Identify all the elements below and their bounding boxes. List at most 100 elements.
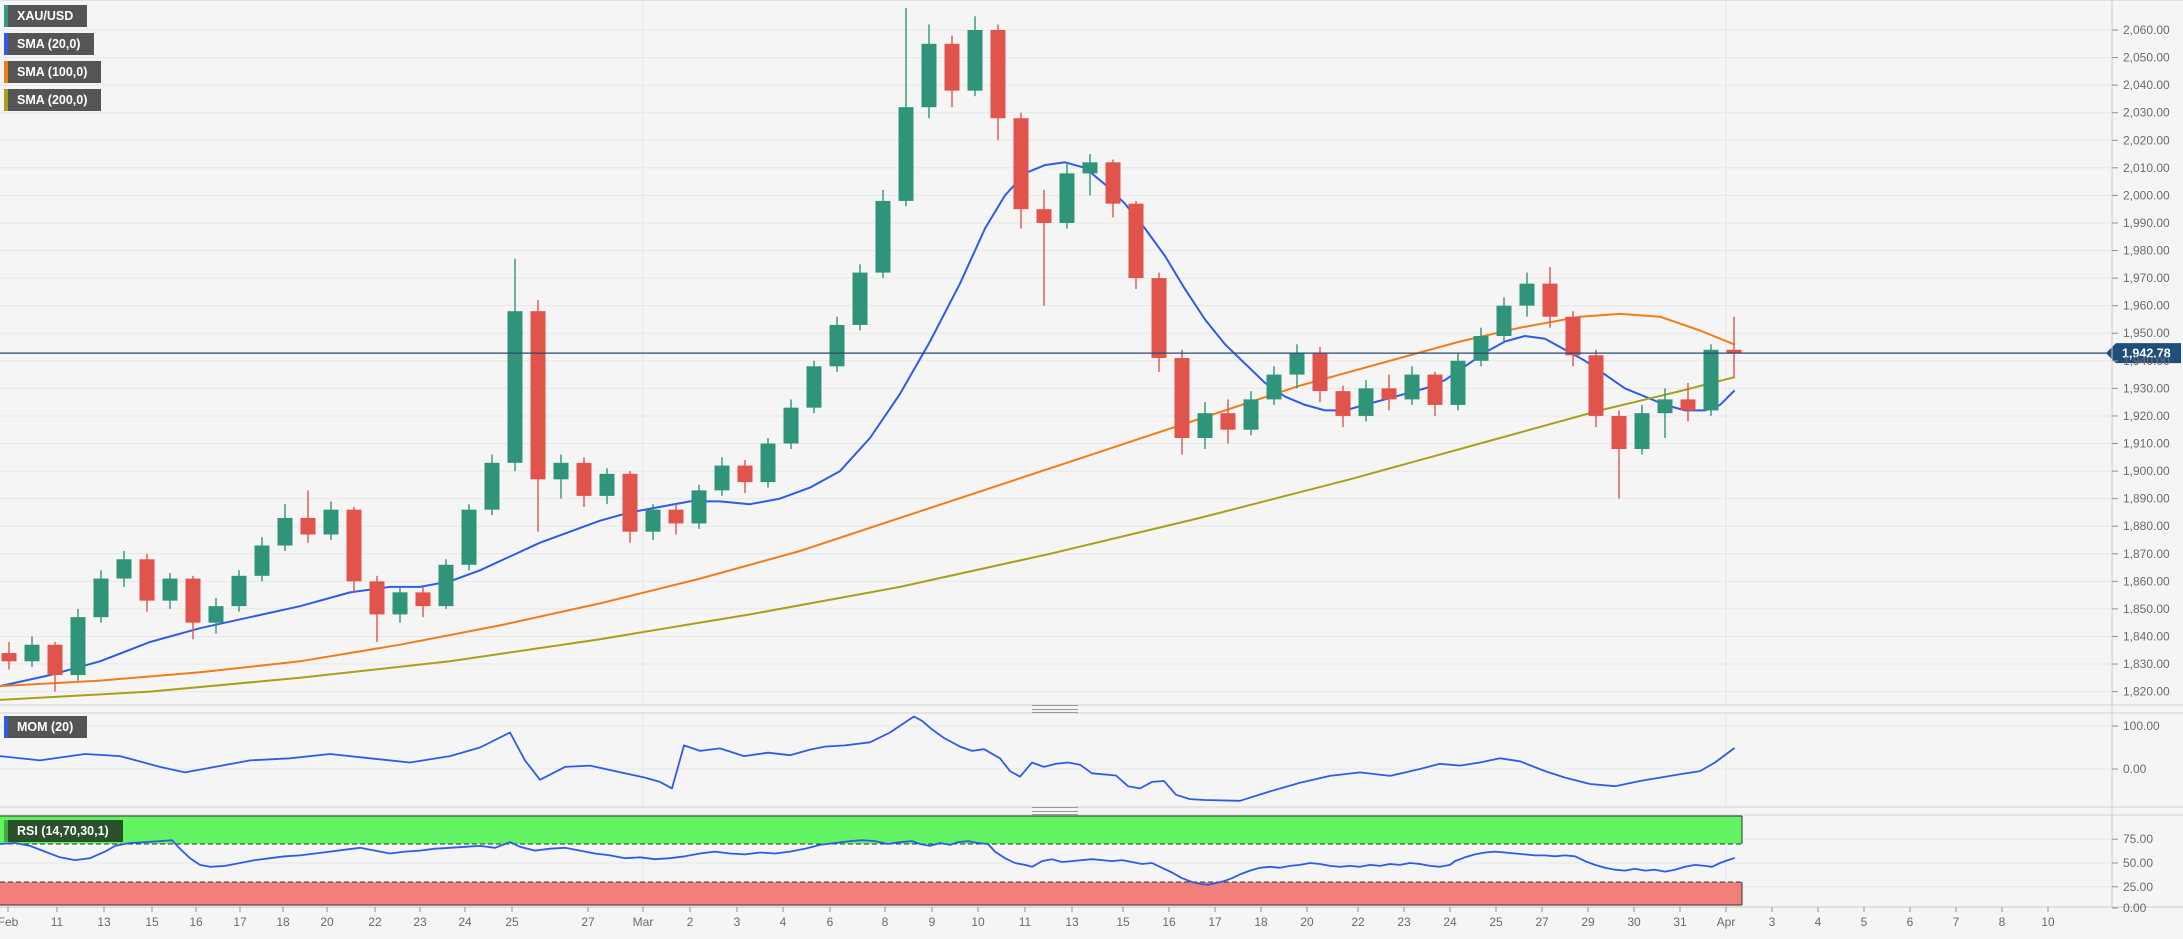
time-axis-label: Mar [633,915,654,929]
price-axis-label: 2,060.00 [2123,23,2170,37]
mom-axis-label: 0.00 [2123,762,2147,776]
candlestick-series [1,7,1742,692]
sma200-line [0,376,1735,701]
rsi-axis-label: 75.00 [2123,832,2153,846]
rsi-line [0,839,1735,886]
price-axis-label: 1,850.00 [2123,602,2170,616]
price-axis-label: 1,820.00 [2123,685,2170,699]
time-axis-label: 16 [189,915,203,929]
time-axis-label: Feb [0,915,19,929]
time-axis-label: 23 [413,915,427,929]
pane-borders [0,0,2183,908]
sma100-line [0,312,1735,688]
time-axis[interactable]: Feb 11 13 15 16 17 18 20 22 23 24 25 27 Mar 2 3 4 6 8 9 10 11… [0,907,2183,934]
price-axis-label: 2,020.00 [2123,133,2170,147]
time-axis-label: 24 [1443,915,1457,929]
price-axis-label: 1,900.00 [2123,464,2170,478]
price-axis-label: 1,910.00 [2123,437,2170,451]
price-axis-label: 1,940.00 [2123,354,2170,368]
price-axis-label: 1,950.00 [2123,326,2170,340]
price-axis-label: 1,860.00 [2123,574,2170,588]
sma200-indicator-badge[interactable]: SMA (200,0) [4,89,102,111]
price-axis-label: 1,960.00 [2123,299,2170,313]
sma100-indicator-badge[interactable]: SMA (100,0) [4,61,102,83]
time-axis-label: 5 [1861,915,1868,929]
time-axis-label: 6 [827,915,834,929]
price-axis-label: 2,030.00 [2123,106,2170,120]
time-axis-label: 7 [1953,915,1960,929]
time-axis-label: 3 [1769,915,1776,929]
time-axis-label: 6 [1907,915,1914,929]
mom-axis-label: 100.00 [2123,719,2160,733]
time-axis-label: 27 [581,915,595,929]
time-axis-label: 10 [2041,915,2055,929]
gridlines [0,0,2112,907]
time-axis-label: 15 [145,915,159,929]
time-axis-label: 31 [1673,915,1687,929]
time-axis-label: 16 [1162,915,1176,929]
last-price-value: 1,942.78 [2122,347,2171,361]
time-axis-label: 15 [1116,915,1130,929]
time-axis-label: 4 [1815,915,1822,929]
time-axis-label: 11 [51,915,64,929]
time-axis-label: 30 [1627,915,1641,929]
price-axis-label: 2,040.00 [2123,78,2170,92]
rsi-overbought-band [0,816,1742,844]
time-axis-label: 8 [882,915,889,929]
time-axis-label: 13 [1065,915,1079,929]
rsi-axis-label: 50.00 [2123,856,2153,870]
price-axis-label: 1,930.00 [2123,381,2170,395]
price-axis-label: 1,880.00 [2123,519,2170,533]
rsi-axis-label: 25.00 [2123,880,2153,894]
price-axis-label: 1,890.00 [2123,492,2170,506]
rsi-oversold-band [0,882,1742,905]
time-axis-label: 18 [276,915,290,929]
time-axis-label: 11 [1019,915,1032,929]
price-axis-label: 1,920.00 [2123,409,2170,423]
price-axis-label: 1,840.00 [2123,629,2170,643]
time-axis-label: 20 [1300,915,1314,929]
price-axis-label: 2,050.00 [2123,51,2170,65]
time-axis-label: 4 [780,915,787,929]
time-axis-label: 22 [368,915,382,929]
time-axis-label: 17 [1208,915,1222,929]
pane-resize-handle-top[interactable] [1032,705,1078,713]
time-axis-label: 10 [971,915,985,929]
rsi-axis-label: 0.00 [2123,901,2147,915]
symbol-badge[interactable]: XAU/USD [4,5,88,27]
last-price-label: 1,942.78 [2106,343,2181,364]
time-axis-label: 2 [687,915,694,929]
time-axis-label: 25 [505,915,519,929]
price-axis[interactable]: 2,060.00 2,050.00 2,040.00 2,030.00 2,020.00… [2112,0,2183,915]
price-axis-label: 2,000.00 [2123,188,2170,202]
price-axis-label: 1,870.00 [2123,547,2170,561]
time-axis-label: 18 [1254,915,1268,929]
momentum-line [0,715,1735,802]
time-axis-label: 29 [1581,915,1595,929]
time-axis-label: 27 [1535,915,1549,929]
sma20-indicator-badge[interactable]: SMA (20,0) [4,33,95,55]
time-axis-label: 20 [320,915,334,929]
momentum-indicator-badge[interactable]: MOM (20) [4,716,88,738]
price-axis-label: 1,830.00 [2123,657,2170,671]
pane-resize-handle-bottom[interactable] [1032,807,1078,815]
time-axis-label: 13 [97,915,111,929]
time-axis-label: 22 [1351,915,1365,929]
rsi-bands [0,815,1743,906]
rsi-indicator-badge[interactable]: RSI (14,70,30,1) [4,820,123,842]
price-axis-label: 1,970.00 [2123,271,2170,285]
momentum-pane[interactable] [0,713,2112,807]
time-axis-label: 23 [1397,915,1411,929]
time-axis-label: 25 [1489,915,1503,929]
time-axis-label: 3 [734,915,741,929]
time-axis-label: 8 [1999,915,2006,929]
price-axis-label: 1,980.00 [2123,244,2170,258]
price-axis-label: 1,990.00 [2123,216,2170,230]
time-axis-label: 17 [233,915,247,929]
time-axis-label: 24 [458,915,472,929]
price-axis-label: 2,010.00 [2123,161,2170,175]
main-price-pane[interactable] [0,0,2112,705]
